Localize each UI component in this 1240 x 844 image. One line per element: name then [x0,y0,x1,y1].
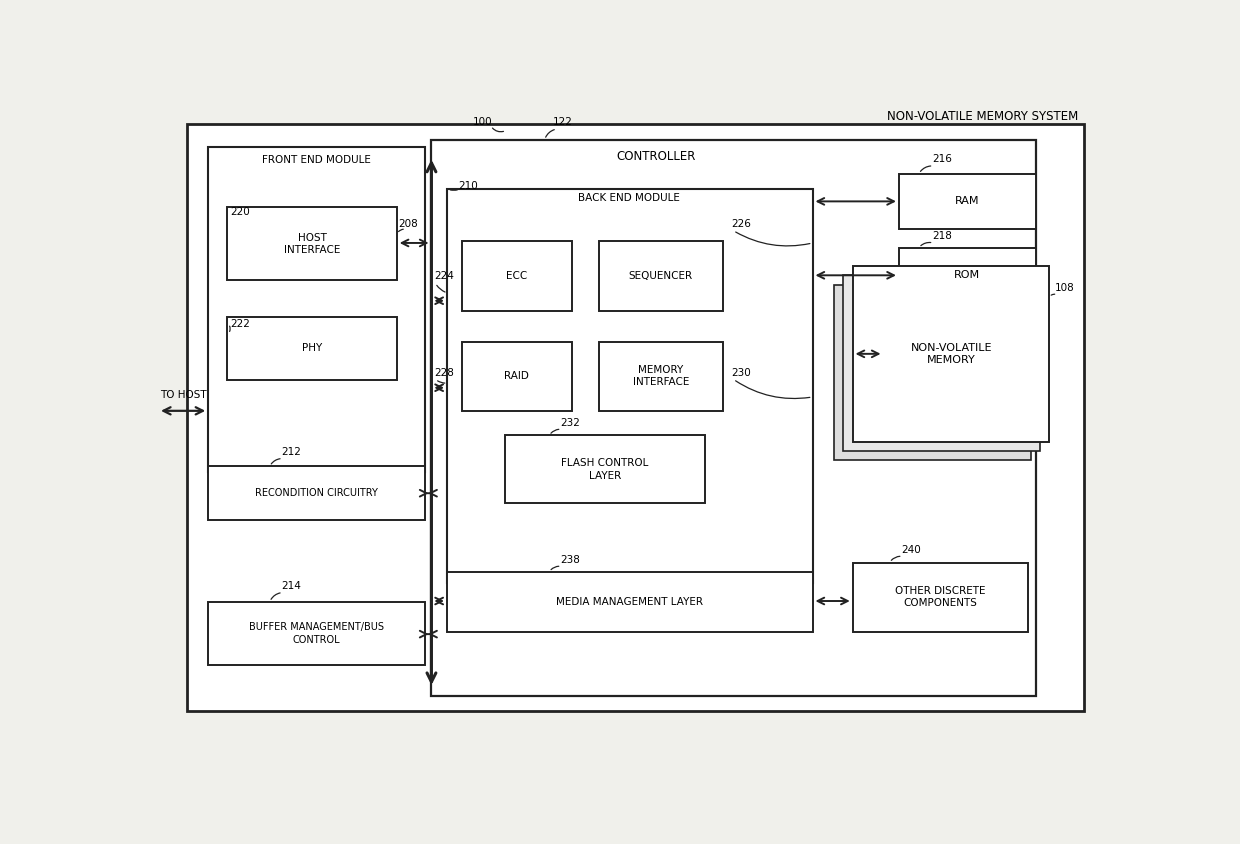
Text: ECC: ECC [506,271,527,281]
Bar [463,342,572,411]
Text: 230: 230 [732,368,751,378]
Bar [208,148,425,473]
Text: FLASH CONTROL
LAYER: FLASH CONTROL LAYER [560,458,649,480]
Bar [227,316,397,380]
Text: OTHER DISCRETE
COMPONENTS: OTHER DISCRETE COMPONENTS [895,586,986,609]
Text: ROM: ROM [955,270,981,280]
Bar [446,189,812,583]
Text: 210: 210 [459,181,479,191]
Text: 224: 224 [434,272,454,281]
Text: RECONDITION CIRCUITRY: RECONDITION CIRCUITRY [255,488,378,498]
Text: FRONT END MODULE: FRONT END MODULE [263,154,371,165]
Text: MEMORY
INTERFACE: MEMORY INTERFACE [632,365,689,387]
Text: PHY: PHY [303,344,322,354]
Text: 226: 226 [732,219,751,229]
Bar [227,207,397,280]
Text: 108: 108 [1055,283,1075,293]
Text: 214: 214 [281,581,301,591]
Text: BACK END MODULE: BACK END MODULE [578,193,681,203]
Text: 218: 218 [932,231,952,241]
Text: HOST
INTERFACE: HOST INTERFACE [284,233,340,255]
Text: CONTROLLER: CONTROLLER [616,150,696,163]
Text: NON-VOLATILE
MEMORY: NON-VOLATILE MEMORY [910,343,992,365]
Bar [853,562,1028,632]
Text: 122: 122 [552,117,573,127]
Text: 222: 222 [231,319,250,329]
Text: 212: 212 [281,447,301,457]
Text: 228: 228 [434,368,454,378]
Bar [208,466,425,520]
Text: TO HOST: TO HOST [160,391,206,400]
Bar [599,342,723,411]
Bar [835,284,1030,460]
Bar [899,247,1035,303]
Text: RAID: RAID [505,371,529,381]
Text: 216: 216 [932,154,952,165]
Text: RAM: RAM [955,197,980,207]
Bar [208,602,425,665]
Text: 220: 220 [231,207,250,217]
Text: MEDIA MANAGEMENT LAYER: MEDIA MANAGEMENT LAYER [556,597,703,607]
Bar [853,266,1049,441]
Text: 238: 238 [560,555,580,565]
Bar [899,174,1035,229]
Text: NON-VOLATILE MEMORY SYSTEM: NON-VOLATILE MEMORY SYSTEM [887,111,1079,123]
Text: SEQUENCER: SEQUENCER [629,271,693,281]
Bar [446,571,812,632]
Bar [505,436,704,503]
Bar [432,140,1035,695]
Text: 232: 232 [560,418,580,428]
Bar [843,275,1040,451]
Text: 208: 208 [398,219,418,229]
Bar [599,241,723,311]
Text: 240: 240 [901,545,921,555]
Text: 100: 100 [474,117,492,127]
Bar [463,241,572,311]
Text: BUFFER MANAGEMENT/BUS
CONTROL: BUFFER MANAGEMENT/BUS CONTROL [249,622,384,645]
